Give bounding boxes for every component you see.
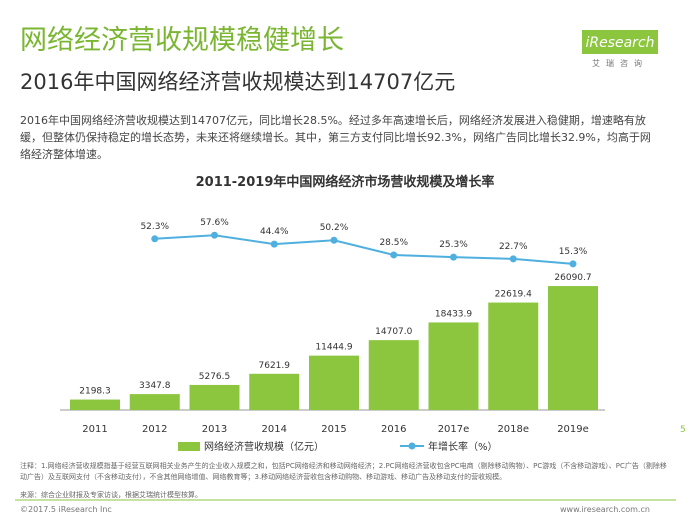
data-label: 15.3% [559,247,588,257]
data-label: 52.3% [140,222,169,232]
data-label: 25.3% [439,240,468,250]
logo: iResearch [585,35,654,51]
x-tick-label: 2017e [438,424,470,435]
data-label: 18433.9 [435,309,472,319]
growth-point [509,255,517,263]
growth-point [211,231,218,239]
growth-point [569,260,577,268]
data-label: 22619.4 [495,290,532,300]
x-tick-label: 2011 [82,424,107,435]
subtitle: 2016年中国网络经济营收规模达到14707亿元 [20,70,456,94]
logo-box [582,30,658,54]
data-label: 22.7% [499,242,528,252]
bar [189,384,240,410]
growth-line [154,234,574,265]
source: 来源：综合企业财报及专家访谈，根据艾瑞统计模型核算。 [20,491,202,499]
data-label: 11444.9 [315,343,352,353]
bar [488,302,539,410]
notes: 注释：1.网络经济营收规模指基于经营互联网相关业务产生的企业收入规模之和，包括P… [20,462,667,481]
title: 网络经济营收规模稳健增长 [20,25,344,56]
bar [548,286,598,410]
x-tick-label: 2016 [381,424,406,435]
growth-point [270,240,278,248]
url: www.iresearch.com.cn [560,505,650,514]
x-tick-label: 2013 [202,424,227,435]
data-label: 3347.8 [139,381,171,391]
data-label: 14707.0 [375,327,412,337]
growth-point [390,251,398,259]
legend-label: 网络经济营收规模（亿元） [204,440,324,453]
x-tick-label: 2012 [142,424,167,435]
bar [249,373,300,410]
paragraph: 2016年中国网络经济营收规模达到14707亿元，同比增长28.5%。经过多年高… [20,114,651,161]
data-label: 26090.7 [554,273,591,283]
growth-point [450,253,457,261]
growth-point [151,235,159,243]
data-label: 28.5% [379,238,408,248]
data-label: 5276.5 [199,372,231,382]
copyright: ©2017.5 iResearch Inc [20,505,112,514]
logo-sub: 艾瑞咨询 [592,58,648,68]
bar [70,399,120,410]
data-label: 50.2% [320,223,349,233]
bar [309,355,359,410]
x-tick-label: 2015 [321,424,346,435]
data-label: 57.6% [200,218,229,228]
bar [368,340,419,410]
growth-point [330,236,338,244]
legend-label: 年增长率（%） [428,440,498,453]
page-number: 5 [680,425,686,435]
chart-title: 2011-2019年中国网络经济市场营收规模及增长率 [196,174,495,190]
data-label: 7621.9 [259,361,291,371]
data-label: 2198.3 [79,387,111,397]
legend-marker [408,442,416,450]
data-label: 44.4% [260,227,289,237]
x-tick-label: 2014 [262,424,287,435]
legend-swatch [178,442,200,451]
bar [129,394,180,410]
x-tick-label: 2018e [497,424,529,435]
x-tick-label: 2019e [557,424,589,435]
bar [428,322,479,410]
